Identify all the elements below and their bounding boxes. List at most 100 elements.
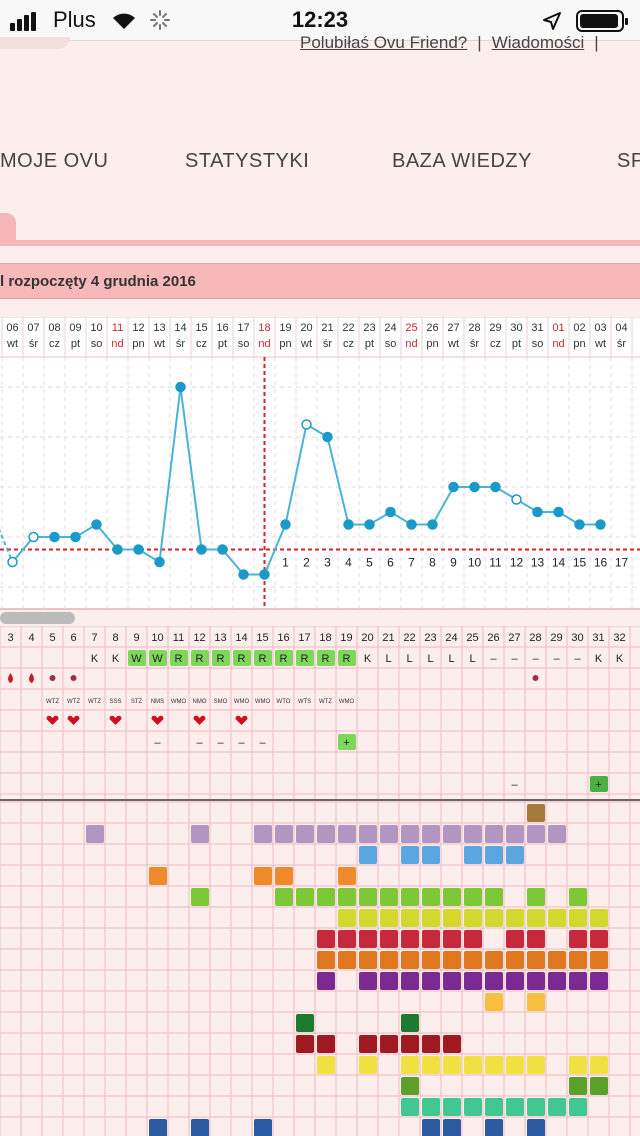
pregnancy-test-positive-bg — [590, 776, 608, 792]
symptom-cell — [401, 1035, 419, 1053]
date-label: 29 — [489, 322, 501, 334]
cervix-label: SSS — [109, 699, 121, 705]
mucus-label: W — [131, 653, 142, 665]
luteal-day-label: 3 — [324, 556, 331, 570]
mucus-label: L — [385, 653, 391, 665]
nav-item-statystyki[interactable]: STATYSTYKI — [185, 150, 310, 172]
symptom-cell — [485, 951, 503, 969]
symptom-cell — [338, 888, 356, 906]
symptom-cell — [464, 888, 482, 906]
cycle-day-label: 29 — [550, 632, 562, 644]
cycle-header: l rozpoczęty 4 grudnia 2016 — [0, 263, 640, 299]
date-label: 14 — [174, 322, 186, 334]
ovu-friend-link[interactable]: Polubiłaś Ovu Friend? — [300, 33, 468, 52]
luteal-day-label: 12 — [510, 556, 524, 570]
symptom-cell — [443, 1098, 461, 1116]
mucus-highlight — [338, 650, 356, 666]
symptom-cell — [506, 1056, 524, 1074]
temperature-point — [448, 481, 459, 493]
cycle-day-label: 16 — [277, 632, 289, 644]
symptom-cell — [149, 867, 167, 885]
symptom-cell — [317, 888, 335, 906]
cycle-day-label: 30 — [571, 632, 583, 644]
horizontal-scrollbar[interactable] — [0, 612, 75, 624]
temperature-point — [196, 544, 207, 555]
symptom-cell — [338, 825, 356, 843]
symptom-cell — [485, 909, 503, 927]
mucus-label: R — [238, 653, 246, 665]
symptom-cell — [359, 1035, 377, 1053]
cycle-day-label: 13 — [214, 632, 226, 644]
messages-link[interactable]: Wiadomości — [491, 33, 585, 52]
symptom-cell — [149, 1119, 167, 1136]
weekday-label: pt — [365, 338, 374, 350]
mucus-label: R — [301, 653, 309, 665]
nav-item-baza-wiedzy[interactable]: BAZA WIEDZY — [392, 150, 532, 172]
symptom-cell — [443, 909, 461, 927]
pregnancy-test-label: – — [511, 779, 518, 791]
symptom-cell — [359, 951, 377, 969]
symptom-cell — [359, 930, 377, 948]
temperature-point — [7, 556, 18, 568]
symptom-cell — [506, 909, 524, 927]
symptom-cell — [380, 825, 398, 843]
battery-icon — [576, 10, 628, 32]
symptom-cell — [485, 972, 503, 990]
symptom-cell — [548, 951, 566, 969]
mucus-label: L — [469, 653, 475, 665]
mucus-highlight — [212, 650, 230, 666]
luteal-day-label: 8 — [429, 556, 436, 570]
luteal-day-label: 5 — [366, 556, 373, 570]
cycle-table-svg: 3 4 5 6 7 8 9 10 11 12 13 14 15 16 17 18 19 20 21 22 23 24 25 2… — [0, 626, 640, 1136]
weekday-label: pn — [426, 338, 438, 350]
date-label: 07 — [27, 322, 39, 334]
mucus-label: – — [574, 653, 581, 665]
temperature-point — [364, 519, 375, 530]
nav-item-moje-ovu[interactable]: MOJE OVU — [0, 150, 109, 172]
cervix-label: STZ — [131, 699, 143, 705]
symptom-cell — [317, 930, 335, 948]
symptom-cell — [422, 1098, 440, 1116]
temperature-point — [238, 569, 249, 580]
cervix-label: WTZ — [46, 699, 59, 705]
symptom-cell — [527, 930, 545, 948]
cycle-day-label: 5 — [49, 632, 55, 644]
search-pill[interactable] — [0, 37, 70, 49]
symptom-cell — [569, 909, 587, 927]
symptom-cell — [464, 972, 482, 990]
symptom-cell — [380, 1035, 398, 1053]
cycle-day-label: 28 — [529, 632, 541, 644]
cervix-label: WTZ — [319, 699, 332, 705]
symptom-cell — [191, 825, 209, 843]
cycle-day-label: 9 — [133, 632, 139, 644]
cycle-day-label: 14 — [235, 632, 247, 644]
symptom-cell — [401, 951, 419, 969]
heart-icon — [109, 715, 122, 725]
symptom-cell — [464, 1098, 482, 1116]
symptom-cell — [569, 1056, 587, 1074]
date-label: 30 — [510, 322, 522, 334]
temperature-point — [385, 506, 396, 518]
test-result-label: – — [217, 737, 224, 749]
heart-icon — [235, 715, 248, 725]
symptom-cell — [527, 909, 545, 927]
symptom-cell — [422, 951, 440, 969]
cervix-label: WMO — [171, 699, 187, 705]
nav-item-sp[interactable]: SP — [617, 150, 640, 172]
temperature-point — [574, 519, 585, 530]
symptom-cell — [527, 1098, 545, 1116]
cycle-day-label: 12 — [193, 632, 205, 644]
cycle-day-label: 7 — [91, 632, 97, 644]
date-label: 24 — [384, 322, 396, 334]
symptom-cell — [548, 825, 566, 843]
symptom-cell — [191, 888, 209, 906]
cycle-day-label: 25 — [466, 632, 478, 644]
test-result-label: – — [238, 737, 245, 749]
mucus-label: R — [259, 653, 267, 665]
symptom-cell — [191, 1119, 209, 1136]
symptom-cell — [464, 1056, 482, 1074]
luteal-day-label: 7 — [408, 556, 415, 570]
spotting-dot-icon — [532, 675, 539, 681]
symptom-cell — [254, 1119, 272, 1136]
symptom-cell — [380, 909, 398, 927]
